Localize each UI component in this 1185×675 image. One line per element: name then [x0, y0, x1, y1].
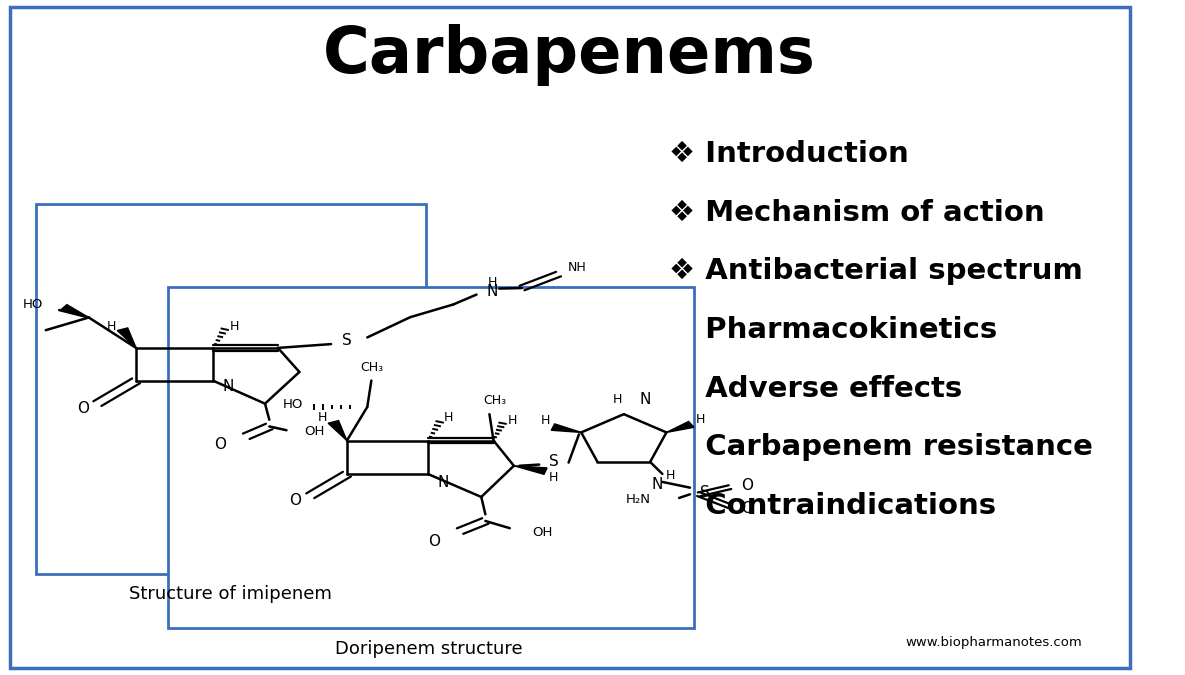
Text: HO: HO — [283, 398, 303, 412]
Text: HO: HO — [23, 298, 44, 310]
Text: N: N — [437, 475, 449, 489]
Text: OH: OH — [305, 425, 325, 438]
Text: N: N — [651, 477, 662, 492]
Text: www.biopharmanotes.com: www.biopharmanotes.com — [905, 637, 1082, 649]
Text: H: H — [230, 320, 239, 333]
Text: S: S — [549, 454, 559, 468]
Text: H: H — [444, 411, 454, 425]
Text: N: N — [640, 392, 651, 407]
Polygon shape — [551, 424, 581, 433]
Text: H: H — [696, 412, 705, 425]
Text: Doripenem structure: Doripenem structure — [334, 641, 523, 659]
Text: ❖ Adverse effects: ❖ Adverse effects — [670, 375, 962, 403]
Text: ❖ Pharmacokinetics: ❖ Pharmacokinetics — [670, 316, 998, 344]
Text: O: O — [289, 493, 301, 508]
Text: O: O — [741, 501, 752, 516]
Text: Carbapenems: Carbapenems — [324, 24, 816, 86]
Text: O: O — [214, 437, 226, 452]
Text: H₂N: H₂N — [626, 493, 651, 506]
Text: CH₃: CH₃ — [483, 394, 507, 407]
Text: H: H — [613, 393, 622, 406]
Text: ❖ Mechanism of action: ❖ Mechanism of action — [670, 199, 1045, 227]
Polygon shape — [328, 421, 347, 441]
Text: N: N — [223, 379, 233, 394]
Text: Structure of imipenem: Structure of imipenem — [129, 585, 332, 603]
Text: ❖ Introduction: ❖ Introduction — [670, 140, 909, 168]
Text: O: O — [741, 478, 752, 493]
Polygon shape — [60, 304, 89, 317]
Text: NH: NH — [568, 261, 587, 274]
Polygon shape — [666, 421, 694, 433]
Polygon shape — [117, 328, 136, 348]
Polygon shape — [514, 466, 547, 475]
Text: CH₃: CH₃ — [360, 360, 383, 374]
Bar — [168, 288, 694, 628]
Text: H: H — [107, 320, 116, 333]
Text: ❖ Carbapenem resistance: ❖ Carbapenem resistance — [670, 433, 1094, 462]
Text: N: N — [487, 284, 498, 300]
Text: H: H — [508, 414, 518, 427]
Text: H: H — [549, 471, 558, 484]
Bar — [36, 204, 427, 574]
Text: ❖ Antibacterial spectrum: ❖ Antibacterial spectrum — [670, 257, 1083, 286]
Text: S: S — [700, 485, 710, 500]
Text: H: H — [488, 276, 497, 289]
Text: H: H — [540, 414, 550, 427]
Text: S: S — [342, 333, 352, 348]
Text: ❖ Contraindications: ❖ Contraindications — [670, 492, 997, 520]
Text: OH: OH — [532, 526, 552, 539]
Text: H: H — [318, 411, 327, 425]
Text: H: H — [666, 468, 675, 482]
Text: O: O — [77, 402, 89, 416]
Text: O: O — [428, 534, 440, 549]
